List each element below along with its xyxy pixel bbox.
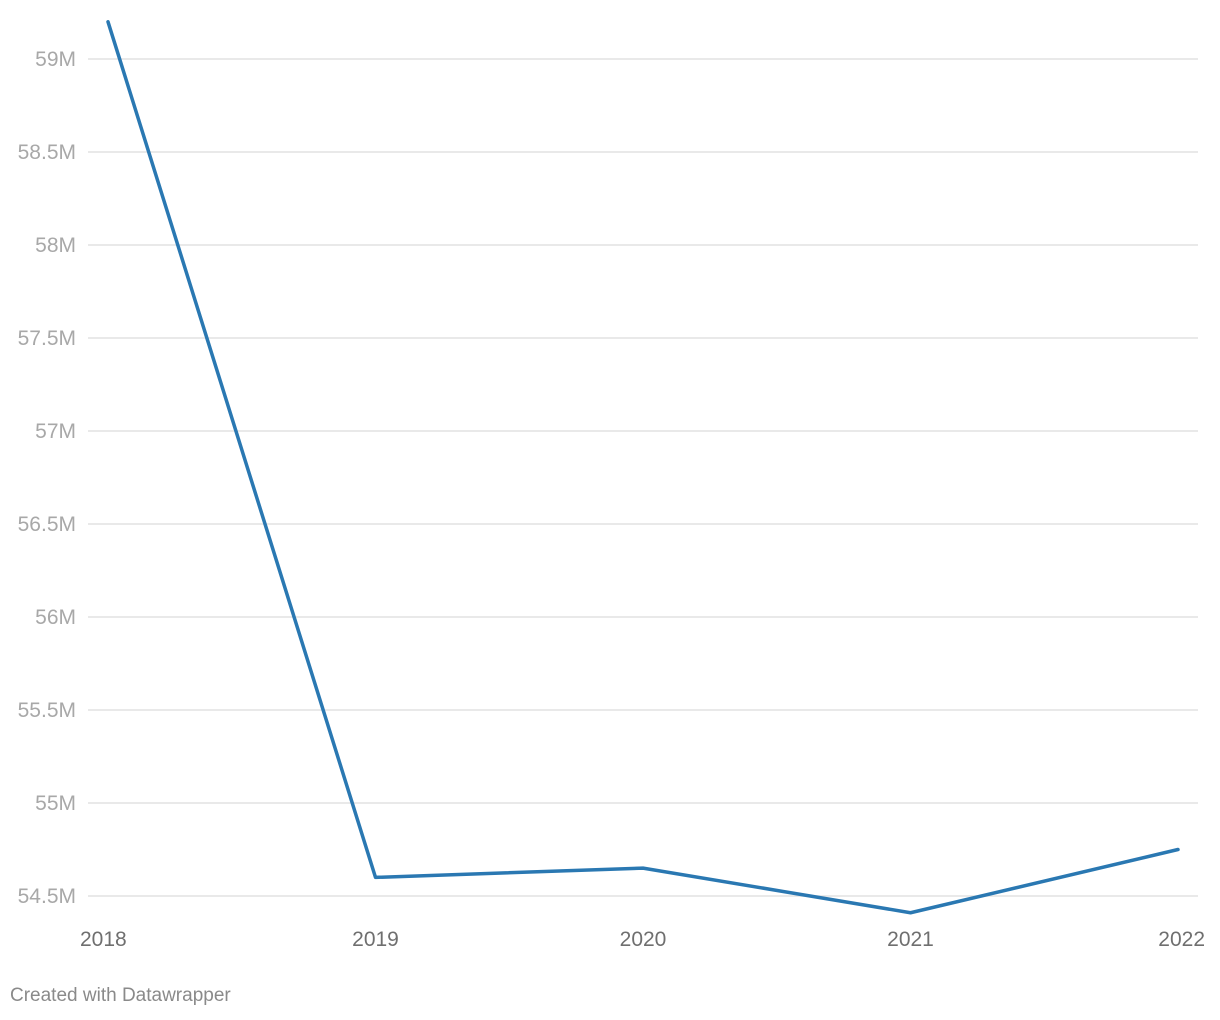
data-point: [1176, 848, 1180, 851]
gridlines: [88, 58, 1198, 897]
x-tick-label: 2018: [80, 928, 127, 951]
data-point: [106, 20, 110, 24]
x-tick-label: 2021: [887, 928, 934, 951]
data-point: [374, 875, 377, 879]
y-tick-label: 56M: [35, 606, 76, 629]
y-tick-label: 55M: [35, 792, 76, 815]
y-tick-label: 59M: [35, 48, 76, 71]
data-point: [909, 911, 912, 915]
y-tick-label: 54.5M: [18, 885, 76, 908]
y-axis-ticks: 54.5M 55M 55.5M 56M 56.5M 57M 57.5M 58M 58.5M 59M: [18, 48, 76, 908]
x-tick-label: 2019: [352, 928, 399, 951]
y-tick-label: 58.5M: [18, 141, 76, 164]
datawrapper-credit[interactable]: Created with Datawrapper: [10, 985, 231, 1006]
series-line: [106, 20, 1180, 915]
data-point: [641, 866, 645, 870]
y-tick-label: 58M: [35, 234, 76, 257]
y-tick-label: 57.5M: [18, 327, 76, 350]
x-axis-ticks: 2018 2019 2020 2021 2022: [80, 928, 1205, 951]
series-layer: [106, 20, 1180, 915]
y-tick-label: 55.5M: [18, 699, 76, 722]
line-chart: 54.5M 55M 55.5M 56M 56.5M 57M 57.5M 58M 58.5M 59M…: [18, 20, 1205, 951]
x-tick-label: 2022: [1158, 928, 1205, 951]
x-tick-label: 2020: [620, 928, 667, 951]
y-tick-label: 57M: [35, 420, 76, 443]
y-tick-label: 56.5M: [18, 513, 76, 536]
